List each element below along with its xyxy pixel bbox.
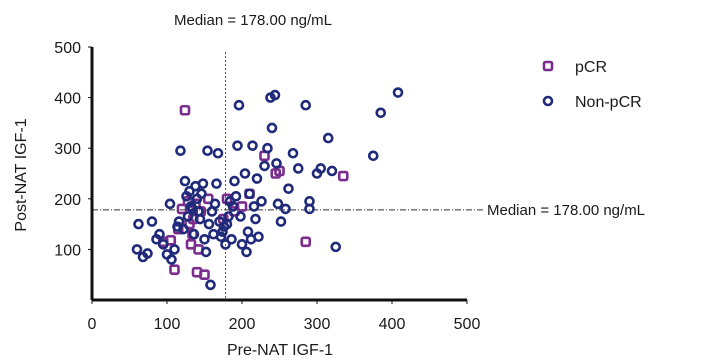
y-tick-label: 500 — [54, 40, 81, 57]
pcr-point — [202, 193, 214, 205]
non-pcr-point — [199, 233, 210, 245]
x-axis-title: Pre-NAT IGF-1 — [227, 342, 333, 359]
data-points — [131, 87, 404, 291]
pcr-point — [199, 269, 210, 281]
legend-marker-non-pcr — [542, 95, 554, 107]
non-pcr-point — [220, 239, 231, 250]
non-pcr-point — [203, 218, 215, 230]
non-pcr-point — [215, 231, 227, 243]
legend-label: Non-pCR — [575, 94, 642, 111]
pcr-point — [169, 264, 180, 275]
non-pcr-point — [272, 198, 284, 210]
non-pcr-point — [157, 239, 169, 250]
pcr-point — [179, 104, 191, 116]
non-pcr-point — [244, 188, 255, 200]
non-pcr-point — [239, 168, 251, 179]
non-pcr-point — [322, 132, 334, 144]
non-pcr-point — [173, 216, 185, 227]
non-pcr-point — [164, 198, 176, 210]
non-pcr-point — [271, 158, 282, 169]
y-tick-label: 100 — [54, 242, 81, 259]
pcr-point — [176, 203, 188, 215]
non-pcr-point — [202, 145, 213, 157]
non-pcr-point — [256, 196, 267, 207]
pcr-point — [337, 170, 349, 182]
non-pcr-point — [280, 203, 291, 215]
legend-label: pCR — [575, 59, 607, 76]
x-tick-label: 500 — [454, 316, 481, 333]
non-pcr-point — [283, 183, 294, 194]
non-pcr-point — [227, 201, 239, 212]
non-pcr-point — [197, 178, 209, 189]
non-pcr-point — [205, 279, 216, 291]
y-axis-title: Post-NAT IGF-1 — [13, 118, 30, 231]
non-pcr-point — [330, 241, 342, 253]
non-pcr-point — [253, 231, 264, 243]
x-tick-label: 400 — [379, 316, 406, 333]
non-pcr-point — [200, 246, 212, 258]
non-pcr-point — [230, 190, 242, 202]
non-pcr-point — [212, 147, 224, 159]
non-pcr-point — [131, 244, 143, 255]
non-pcr-point — [179, 175, 191, 187]
non-pcr-point — [217, 226, 228, 237]
non-pcr-point — [269, 89, 281, 101]
non-pcr-point — [367, 150, 379, 162]
non-pcr-point — [251, 173, 263, 184]
non-pcr-point — [287, 147, 299, 159]
non-pcr-point — [326, 165, 338, 177]
non-pcr-point — [184, 185, 195, 197]
non-pcr-point — [232, 140, 243, 151]
non-pcr-point — [133, 218, 144, 230]
y-tick-label: 300 — [54, 141, 81, 158]
legend-marker-pcr — [542, 60, 554, 72]
non-pcr-point — [375, 107, 387, 119]
non-pcr-point — [392, 87, 404, 98]
y-tick-label: 400 — [54, 91, 81, 108]
non-pcr-point — [226, 233, 237, 245]
y-tick-label: 200 — [54, 192, 81, 209]
non-pcr-point — [262, 142, 273, 154]
non-pcr-point — [241, 246, 252, 258]
non-pcr-point — [142, 248, 153, 259]
x-tick-label: 100 — [154, 316, 181, 333]
non-pcr-point — [248, 201, 260, 212]
non-pcr-point — [188, 228, 200, 240]
x-tick-label: 0 — [88, 316, 97, 333]
non-pcr-point — [211, 178, 222, 189]
non-pcr-point — [196, 188, 207, 200]
legend: pCR Non-pCR — [542, 59, 642, 111]
non-pcr-point — [194, 213, 206, 225]
x-tick-label: 200 — [229, 316, 256, 333]
pcr-point — [300, 236, 312, 248]
non-pcr-point — [300, 99, 312, 111]
non-pcr-point — [146, 216, 158, 227]
non-pcr-point — [154, 228, 165, 240]
non-pcr-point — [178, 223, 189, 235]
non-pcr-point — [182, 211, 194, 222]
non-pcr-point — [166, 254, 177, 265]
non-pcr-point — [175, 145, 186, 157]
median-x-label: Median = 178.00 ng/mL — [174, 12, 332, 29]
non-pcr-point — [304, 196, 315, 207]
non-pcr-point — [292, 163, 304, 174]
non-pcr-point — [229, 175, 240, 187]
non-pcr-point — [223, 211, 234, 222]
non-pcr-point — [235, 211, 246, 222]
non-pcr-point — [250, 213, 261, 225]
non-pcr-point — [209, 198, 221, 210]
non-pcr-point — [233, 99, 245, 111]
non-pcr-point — [169, 244, 180, 255]
median-y-label: Median = 178.00 ng/mL — [487, 202, 645, 219]
pcr-point — [236, 201, 248, 212]
non-pcr-point — [266, 122, 278, 134]
non-pcr-point — [247, 140, 258, 151]
non-pcr-point — [311, 168, 323, 179]
non-pcr-point — [259, 160, 270, 172]
x-tick-label: 300 — [304, 316, 331, 333]
non-pcr-point — [236, 239, 248, 250]
non-pcr-point — [275, 216, 287, 227]
